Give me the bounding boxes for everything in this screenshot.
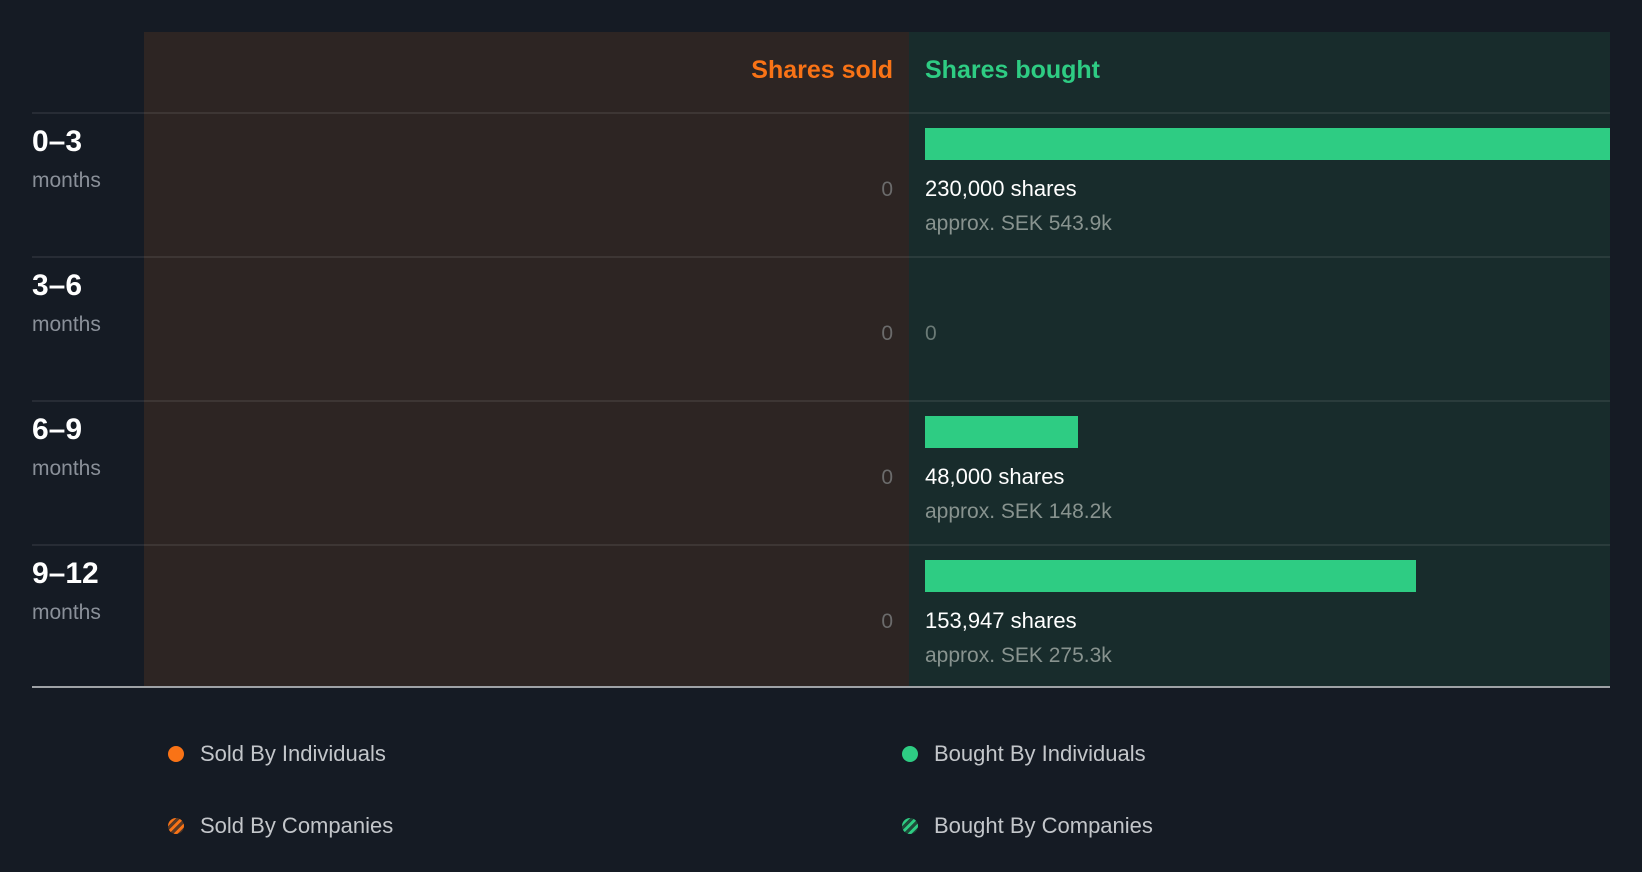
sold-column-background — [144, 32, 909, 688]
period-row-6-9: 6–9 months 0 48,000 shares approx. SEK 1… — [32, 400, 1610, 544]
period-unit: months — [32, 457, 101, 480]
period-range: 6–9 — [32, 413, 83, 446]
chart-baseline — [32, 686, 1610, 688]
striped-green-dot-icon — [902, 818, 918, 834]
legend-label: Bought By Companies — [934, 813, 1153, 838]
legend-sold-by-companies[interactable]: Sold By Companies — [168, 813, 393, 839]
period-range: 9–12 — [32, 557, 99, 590]
bought-bar[interactable] — [925, 560, 1416, 592]
period-unit: months — [32, 601, 101, 624]
period-row-0-3: 0–3 months 0 230,000 shares approx. SEK … — [32, 112, 1610, 256]
period-label: 6–9 months — [32, 412, 101, 482]
bought-shares: 48,000 shares — [925, 464, 1065, 489]
period-range: 3–6 — [32, 269, 83, 302]
chart-header: Shares sold Shares bought — [32, 32, 1610, 112]
period-row-3-6: 3–6 months 0 0 — [32, 256, 1610, 400]
bought-value: 0 — [925, 322, 937, 345]
bought-shares: 230,000 shares — [925, 176, 1077, 201]
shares-sold-header: Shares sold — [751, 56, 893, 84]
bought-sek-value: approx. SEK 275.3k — [925, 644, 1112, 667]
period-label: 3–6 months — [32, 268, 101, 338]
solid-orange-dot-icon — [168, 746, 184, 762]
bought-shares: 153,947 shares — [925, 608, 1077, 633]
bought-sek-value: approx. SEK 543.9k — [925, 212, 1112, 235]
bought-bar[interactable] — [925, 128, 1610, 160]
solid-green-dot-icon — [902, 746, 918, 762]
period-range: 0–3 — [32, 125, 83, 158]
legend-bought-by-individuals[interactable]: Bought By Individuals — [902, 741, 1146, 767]
period-unit: months — [32, 313, 101, 336]
legend-label: Sold By Individuals — [200, 741, 386, 766]
legend-label: Bought By Individuals — [934, 741, 1146, 766]
legend-bought-by-companies[interactable]: Bought By Companies — [902, 813, 1153, 839]
sold-value: 0 — [881, 466, 893, 489]
sold-value: 0 — [881, 322, 893, 345]
period-row-9-12: 9–12 months 0 153,947 shares approx. SEK… — [32, 544, 1610, 688]
period-unit: months — [32, 169, 101, 192]
legend-label: Sold By Companies — [200, 813, 394, 838]
sold-value: 0 — [881, 178, 893, 201]
bought-bar[interactable] — [925, 416, 1078, 448]
bought-sek-value: approx. SEK 148.2k — [925, 500, 1112, 523]
period-label: 0–3 months — [32, 124, 101, 194]
sold-value: 0 — [881, 610, 893, 633]
insider-trading-chart: Shares sold Shares bought 0–3 months 0 2… — [32, 32, 1610, 688]
striped-orange-dot-icon — [168, 818, 184, 834]
shares-bought-header: Shares bought — [925, 56, 1101, 84]
legend-sold-by-individuals[interactable]: Sold By Individuals — [168, 741, 386, 767]
period-label: 9–12 months — [32, 556, 101, 626]
